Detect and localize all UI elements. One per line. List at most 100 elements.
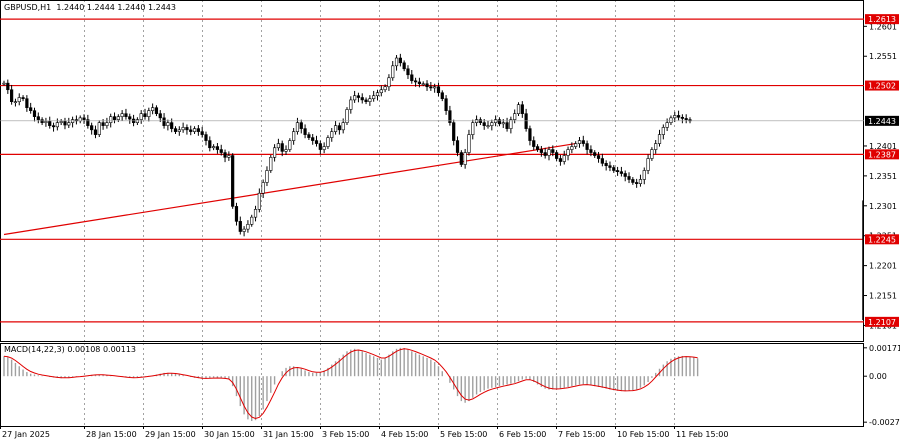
y-tick-label: 1.2601: [869, 22, 897, 31]
candle-body: [59, 121, 63, 123]
candle-body: [375, 92, 380, 97]
candle-body: [181, 127, 185, 131]
candle-body: [322, 146, 326, 150]
candle-body: [337, 125, 341, 131]
candle-body: [234, 206, 239, 222]
candle-body: [570, 146, 574, 150]
candle-body: [280, 143, 284, 152]
candle-body: [261, 182, 265, 194]
candle-body: [558, 158, 563, 162]
candle-body: [379, 89, 383, 94]
candle-body: [425, 83, 429, 88]
candle-body: [192, 128, 197, 132]
x-tick-label: 30 Jan 15:00: [204, 430, 255, 439]
x-tick-label: 6 Feb 15:00: [499, 430, 546, 439]
candle-body: [353, 95, 357, 101]
candle-body: [509, 119, 513, 129]
x-tick-label: 31 Jan 15:00: [263, 430, 314, 439]
macd-pane-frame: [0, 343, 864, 427]
candle-body: [21, 97, 25, 100]
candle-body: [177, 129, 181, 132]
candle-body: [307, 134, 311, 138]
candle-body: [212, 146, 216, 149]
candle-body: [612, 167, 616, 171]
candle-body: [166, 122, 170, 126]
candle-body: [272, 147, 277, 158]
candle-body: [577, 140, 582, 144]
macd-legend: MACD(14,22,3) 0.00108 0.00113: [4, 345, 136, 354]
candle-body: [128, 116, 132, 120]
candle-body: [356, 95, 361, 98]
candle-body: [295, 122, 300, 132]
candle-body: [501, 122, 505, 125]
candle-body: [398, 57, 402, 64]
candle-body: [635, 182, 639, 184]
candle-body: [151, 107, 155, 111]
candle-body: [608, 165, 612, 168]
candle-body: [257, 192, 261, 210]
candle-body: [246, 224, 250, 230]
candle-body: [562, 155, 566, 162]
candle-body: [661, 127, 665, 135]
candle-body: [581, 140, 585, 144]
candle-body: [112, 116, 117, 120]
candle-body: [600, 158, 604, 164]
candle-body: [505, 122, 509, 129]
trend-line: [3, 142, 576, 236]
y-tick-label: 1.2151: [869, 292, 897, 301]
candle-body: [585, 143, 589, 150]
candle-body: [93, 129, 98, 135]
candle-body: [173, 128, 178, 132]
candle-body: [566, 149, 570, 156]
candle-body: [162, 117, 166, 126]
candle-body: [360, 97, 364, 101]
level-label: 1.2502: [868, 82, 896, 91]
candle-body: [372, 95, 376, 100]
candle-body: [417, 81, 422, 85]
candle-body: [574, 143, 578, 147]
candle-body: [627, 176, 631, 180]
level-label-bg: [865, 316, 899, 327]
candle-body: [120, 113, 124, 117]
candle-body: [394, 57, 399, 67]
candle-body: [44, 121, 48, 123]
candle-body: [391, 65, 395, 79]
level-label: 1.2107: [868, 318, 896, 327]
candle-body: [535, 146, 540, 150]
x-tick-label: 7 Feb 15:00: [558, 430, 605, 439]
candle-body: [490, 122, 494, 126]
candle-body: [455, 140, 460, 153]
macd-y-tick-label: 0.00: [869, 372, 887, 381]
candle-body: [10, 89, 14, 103]
candle-body: [551, 149, 555, 153]
candle-body: [452, 122, 456, 141]
candle-body: [440, 92, 444, 100]
candle-body: [242, 228, 246, 232]
candle-body: [116, 116, 120, 120]
candle-body: [78, 117, 82, 122]
candle-body: [231, 155, 235, 207]
candle-body: [650, 149, 654, 159]
candle-body: [631, 179, 635, 183]
level-label: 1.2245: [868, 235, 896, 244]
candle-body: [288, 140, 292, 150]
x-tick-label: 11 Feb 15:00: [676, 430, 728, 439]
candle-body: [604, 163, 608, 167]
level-label-bg: [865, 14, 899, 25]
candle-body: [654, 143, 658, 150]
candle-body: [623, 173, 627, 177]
macd-signal-line: [3, 348, 698, 420]
candle-body: [448, 110, 452, 123]
candle-body: [97, 122, 101, 135]
candle-body: [539, 149, 543, 153]
candle-body: [543, 152, 547, 156]
candle-body: [326, 137, 330, 147]
candle-body: [63, 121, 67, 126]
candle-body: [520, 104, 524, 114]
candle-body: [402, 62, 406, 70]
candle-body: [124, 113, 128, 117]
candle-body: [680, 116, 684, 119]
candle-body: [51, 125, 56, 128]
